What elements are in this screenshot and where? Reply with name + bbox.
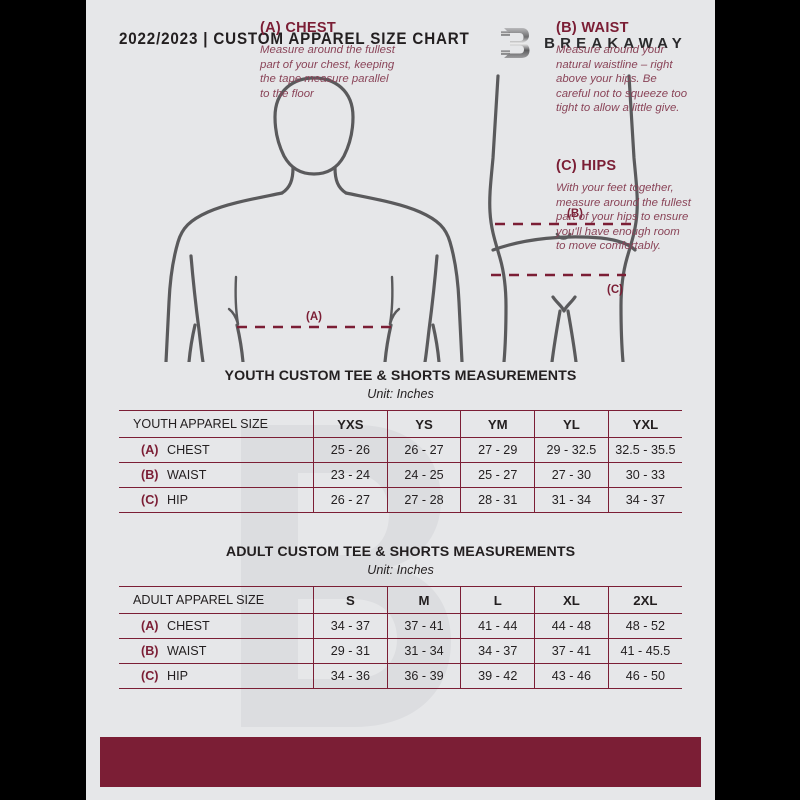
- adult-waist-xl: 37 - 41: [534, 638, 609, 664]
- adult-waist-m: 31 - 34: [386, 638, 461, 664]
- brand-lockup: BREAKAWAY: [500, 26, 687, 60]
- row-letter: (C): [141, 669, 159, 683]
- hip-marker-label: (C): [607, 284, 623, 296]
- row-letter: (A): [141, 443, 159, 457]
- callout-chest-body: Measure around the fullest part of your …: [260, 44, 395, 100]
- adult-hip-l: 39 - 42: [460, 663, 535, 689]
- adult-unit-label: Unit: Inches: [367, 563, 434, 577]
- youth-chest-yl: 29 - 32.5: [534, 437, 609, 463]
- row-label: WAIST: [166, 644, 207, 658]
- youth-size-col-0: YXS: [313, 410, 388, 438]
- youth-hip-yl: 31 - 34: [534, 487, 609, 513]
- callout-waist-body: Measure around your natural waistline – …: [556, 44, 688, 115]
- row-label: HIP: [166, 493, 188, 507]
- youth-chest-yxs: 25 - 26: [313, 437, 388, 463]
- breakaway-b-logo-icon: [501, 28, 530, 58]
- youth-size-col-3: YL: [534, 410, 609, 438]
- adult-apparel-size-header: ADULT APPAREL SIZE: [119, 586, 314, 614]
- youth-waist-yxl: 30 - 33: [607, 462, 682, 488]
- adult-size-col-1: M: [386, 586, 461, 614]
- waist-marker-label: (B): [567, 208, 583, 220]
- table-row: (C) HIP 26 - 27 27 - 28 28 - 31 31 - 34 …: [119, 487, 682, 513]
- table-row: (B) WAIST 23 - 24 24 - 25 25 - 27 27 - 3…: [119, 462, 682, 488]
- adult-hip-s: 34 - 36: [313, 663, 388, 689]
- size-chart-page: 2022/2023 | CUSTOM APPAREL SIZE CHART: [86, 0, 715, 800]
- youth-hip-ym: 28 - 31: [460, 487, 535, 513]
- adult-waist-2xl: 41 - 45.5: [607, 638, 682, 664]
- adult-size-col-0: S: [313, 586, 388, 614]
- row-label: CHEST: [166, 619, 210, 633]
- adult-size-col-4: 2XL: [607, 586, 682, 614]
- table-row: (A) CHEST 34 - 37 37 - 41 41 - 44 44 - 4…: [119, 613, 682, 639]
- lower-body-figure: [488, 74, 639, 364]
- table-header-row: YOUTH APPAREL SIZE YXS YS YM YL YXL: [119, 410, 682, 438]
- youth-row-label-hip: (C) HIP: [119, 487, 314, 513]
- youth-row-label-waist: (B) WAIST: [119, 462, 314, 488]
- youth-waist-ys: 24 - 25: [386, 462, 461, 488]
- youth-size-col-1: YS: [386, 410, 461, 438]
- page-title: 2022/2023 | CUSTOM APPAREL SIZE CHART: [119, 30, 470, 48]
- callout-chest-title: (A) CHEST: [260, 20, 336, 36]
- adult-waist-s: 29 - 31: [313, 638, 388, 664]
- upper-body-figure: [164, 76, 464, 364]
- table-row: (C) HIP 34 - 36 36 - 39 39 - 42 43 - 46 …: [119, 663, 682, 689]
- table-header-row: ADULT APPAREL SIZE S M L XL 2XL: [119, 586, 682, 614]
- youth-hip-yxs: 26 - 27: [313, 487, 388, 513]
- youth-section-title: YOUTH CUSTOM TEE & SHORTS MEASUREMENTS: [224, 368, 577, 384]
- row-label: HIP: [166, 669, 188, 683]
- youth-size-col-4: YXL: [607, 410, 682, 438]
- adult-measurements-block: ADULT CUSTOM TEE & SHORTS MEASUREMENTS U…: [86, 544, 715, 689]
- footer-accent-bar: [100, 737, 701, 787]
- adult-hip-2xl: 46 - 50: [607, 663, 682, 689]
- adult-row-label-chest: (A) CHEST: [119, 613, 314, 639]
- callout-hips-title: (C) HIPS: [556, 158, 617, 174]
- youth-hip-ys: 27 - 28: [386, 487, 461, 513]
- callout-hips-body: With your feet together, measure around …: [556, 182, 691, 253]
- adult-chest-l: 41 - 44: [460, 613, 535, 639]
- adult-size-col-2: L: [460, 586, 535, 614]
- youth-row-label-chest: (A) CHEST: [119, 437, 314, 463]
- body-measurement-figures: (A) (B): [86, 62, 715, 364]
- chest-marker-label: (A): [306, 311, 322, 323]
- adult-waist-l: 34 - 37: [460, 638, 535, 664]
- youth-waist-ym: 25 - 27: [460, 462, 535, 488]
- adult-size-col-3: XL: [534, 586, 609, 614]
- youth-apparel-size-header: YOUTH APPAREL SIZE: [119, 410, 314, 438]
- youth-measurements-block: YOUTH CUSTOM TEE & SHORTS MEASUREMENTS U…: [86, 368, 715, 513]
- table-row: (A) CHEST 25 - 26 26 - 27 27 - 29 29 - 3…: [119, 437, 682, 463]
- youth-size-table: YOUTH APPAREL SIZE YXS YS YM YL YXL (A) …: [119, 410, 682, 513]
- adult-chest-xl: 44 - 48: [534, 613, 609, 639]
- brand-name: BREAKAWAY: [544, 34, 687, 52]
- youth-waist-yxs: 23 - 24: [313, 462, 388, 488]
- adult-row-label-hip: (C) HIP: [119, 663, 314, 689]
- callout-chest: (A) CHEST Measure around the fullest par…: [260, 20, 396, 101]
- adult-size-table: ADULT APPAREL SIZE S M L XL 2XL (A) CHES…: [119, 586, 682, 689]
- adult-chest-2xl: 48 - 52: [607, 613, 682, 639]
- callout-hips: (C) HIPS With your feet together, measur…: [556, 158, 692, 254]
- row-label: WAIST: [166, 468, 207, 482]
- youth-hip-yxl: 34 - 37: [607, 487, 682, 513]
- adult-chest-s: 34 - 37: [313, 613, 388, 639]
- row-letter: (A): [141, 619, 159, 633]
- row-letter: (B): [141, 644, 159, 658]
- callout-waist-title: (B) WAIST: [556, 20, 629, 36]
- youth-chest-ys: 26 - 27: [386, 437, 461, 463]
- adult-section-title: ADULT CUSTOM TEE & SHORTS MEASUREMENTS: [225, 544, 576, 560]
- adult-hip-xl: 43 - 46: [534, 663, 609, 689]
- youth-chest-ym: 27 - 29: [460, 437, 535, 463]
- adult-row-label-waist: (B) WAIST: [119, 638, 314, 664]
- callout-waist: (B) WAIST Measure around your natural wa…: [556, 20, 692, 116]
- youth-chest-yxl: 32.5 - 35.5: [607, 437, 682, 463]
- youth-waist-yl: 27 - 30: [534, 462, 609, 488]
- adult-chest-m: 37 - 41: [386, 613, 461, 639]
- row-label: CHEST: [166, 443, 210, 457]
- youth-unit-label: Unit: Inches: [367, 387, 434, 401]
- table-row: (B) WAIST 29 - 31 31 - 34 34 - 37 37 - 4…: [119, 638, 682, 664]
- row-letter: (C): [141, 493, 159, 507]
- page-header: 2022/2023 | CUSTOM APPAREL SIZE CHART: [86, 0, 715, 68]
- youth-size-col-2: YM: [460, 410, 535, 438]
- row-letter: (B): [141, 468, 159, 482]
- adult-hip-m: 36 - 39: [386, 663, 461, 689]
